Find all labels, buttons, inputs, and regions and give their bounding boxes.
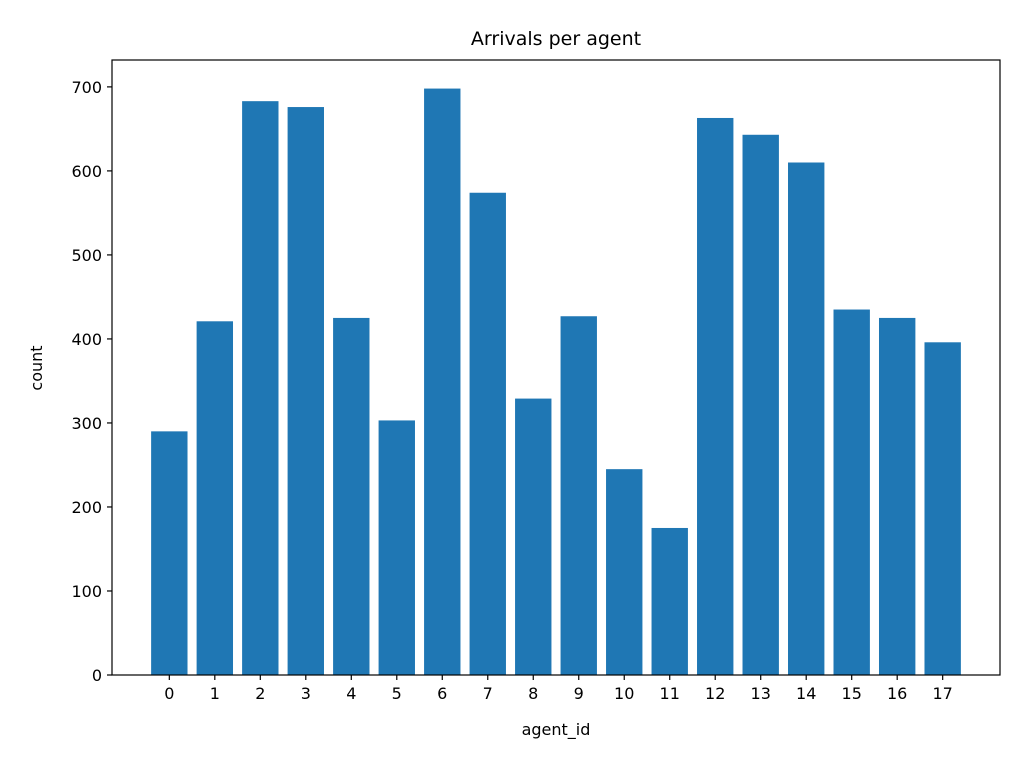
bar-agent-4 [333,317,370,675]
bars-group [151,88,961,676]
bar-agent-7 [469,192,506,675]
bar-agent-14 [788,162,825,675]
x-tick-label: 7 [483,684,493,703]
chart-title: Arrivals per agent [471,28,641,50]
x-tick-label: 10 [614,684,634,703]
bar-agent-10 [606,469,643,675]
x-tick-label: 12 [705,684,725,703]
x-tick-label: 15 [842,684,862,703]
x-tick-label: 11 [660,684,680,703]
bar-agent-1 [196,321,234,675]
x-tick-label: 6 [437,684,447,703]
x-tick-label: 1 [210,684,220,703]
y-tick-label: 300 [71,414,102,433]
bar-agent-0 [151,431,188,675]
bar-agent-5 [378,420,415,675]
bar-agent-16 [878,317,916,675]
x-tick-label: 4 [346,684,356,703]
bar-agent-6 [424,88,461,676]
bar-agent-13 [742,134,779,675]
x-tick-label: 2 [255,684,265,703]
x-tick-label: 5 [392,684,402,703]
x-tick-label: 16 [887,684,907,703]
y-axis-ticks: 0 100 200 300 400 500 600 700 [71,78,112,685]
x-tick-label: 14 [796,684,816,703]
bar-agent-17 [924,342,961,675]
y-tick-label: 200 [71,498,102,517]
bar-agent-12 [697,117,734,675]
bar-agent-11 [651,527,688,675]
y-tick-label: 600 [71,162,102,181]
x-axis-label: agent_id [522,720,591,740]
bar-agent-2 [242,101,279,675]
bar-agent-3 [287,107,324,675]
y-tick-label: 400 [71,330,102,349]
x-tick-label: 3 [301,684,311,703]
x-axis-ticks: 0 1 2 3 4 5 6 7 8 9 10 11 12 13 14 15 16 17 [164,675,953,703]
bar-agent-9 [560,316,597,675]
y-tick-label: 100 [71,582,102,601]
x-tick-label: 13 [751,684,771,703]
y-axis-label: count [27,345,46,390]
plot-area-frame [111,59,1001,676]
x-tick-label: 9 [574,684,584,703]
y-tick-label: 500 [71,246,102,265]
x-tick-label: 8 [528,684,538,703]
bar-agent-8 [515,398,552,675]
bar-agent-15 [833,309,870,675]
x-tick-label: 0 [164,684,174,703]
y-tick-label: 700 [71,78,102,97]
y-tick-label: 0 [92,666,102,685]
x-tick-label: 17 [933,684,953,703]
